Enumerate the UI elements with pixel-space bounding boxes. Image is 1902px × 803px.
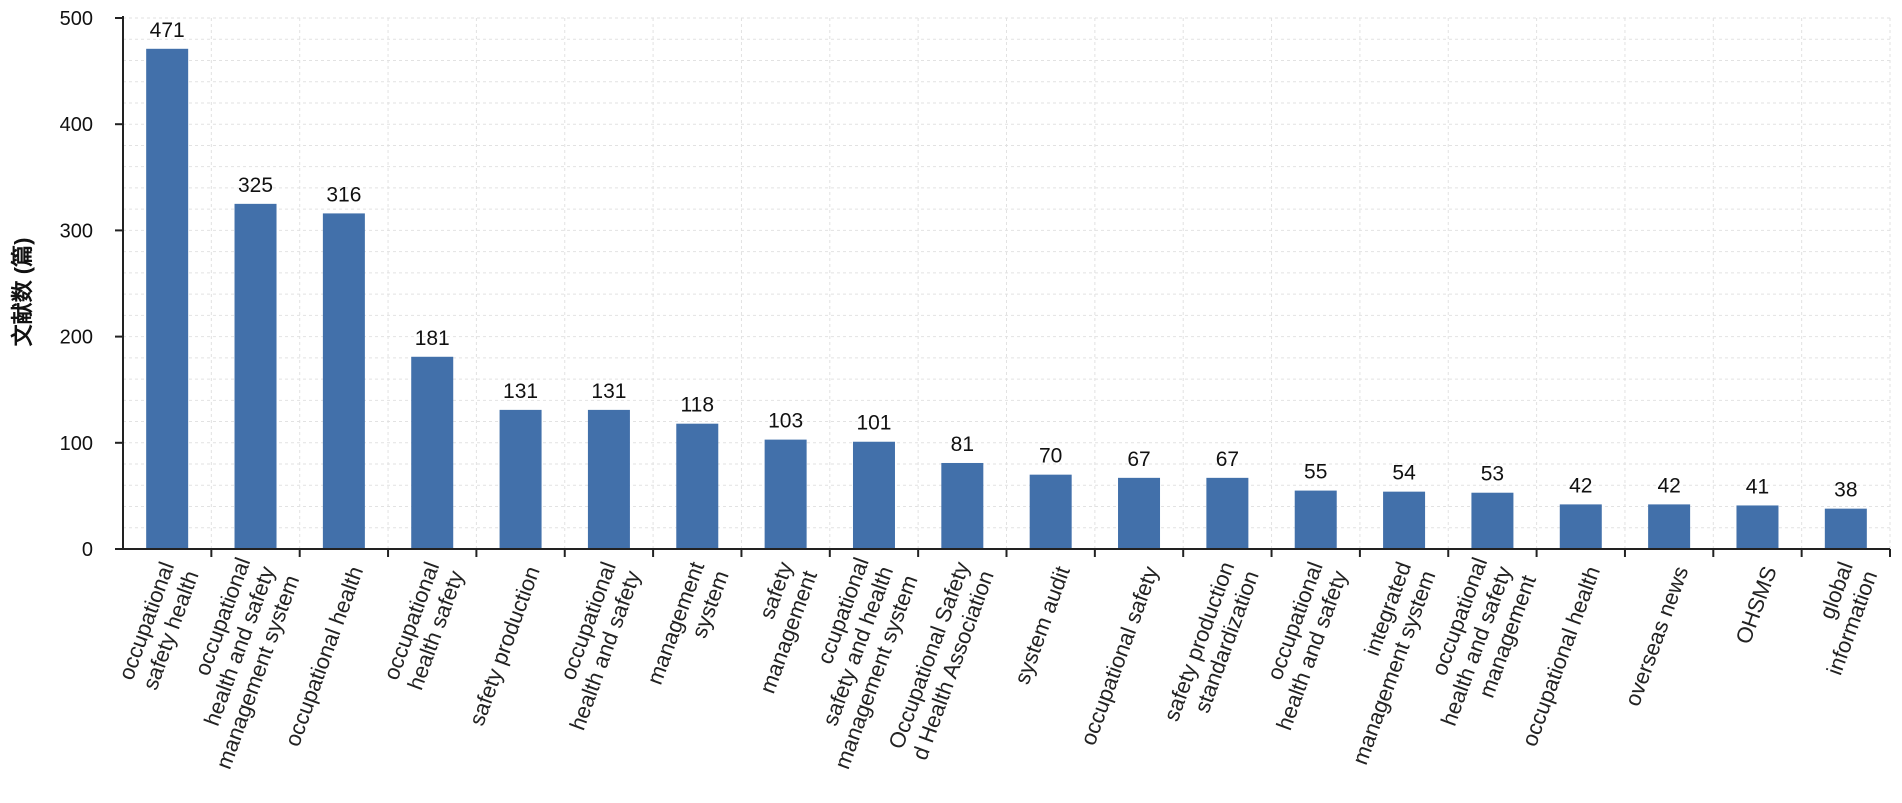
bar [1736,505,1779,549]
data-label: 70 [1039,445,1062,468]
data-label: 81 [951,433,974,456]
bar [1383,491,1426,549]
data-label: 103 [768,410,803,433]
bar [587,409,630,549]
bar [499,409,542,549]
bar [764,439,807,549]
data-label: 42 [1569,474,1592,497]
data-label: 67 [1127,448,1150,471]
data-label: 325 [238,174,273,197]
bar [1824,508,1867,549]
category-label: occupationalhealth and safety [1247,558,1352,733]
bar [234,203,277,549]
bar [1648,504,1691,549]
y-tick-label: 0 [82,539,93,561]
data-label: 181 [415,327,450,350]
data-label: 131 [591,380,626,403]
category-label-line: overseas news [1620,563,1694,709]
grid-lines [123,17,1891,550]
bar [1559,504,1602,549]
data-label: 67 [1216,448,1239,471]
bar [1471,492,1514,549]
data-label: 471 [150,19,185,42]
category-label: system audit [1009,563,1075,688]
bar [1029,474,1072,549]
data-labels: 471 325 316 181 131 131 118 103 101 81 70 67 67 55 54 5… [150,19,1858,502]
data-label: 54 [1392,462,1416,485]
axes [115,16,1891,557]
category-label-line: safety production [464,563,545,729]
x-tick-labels: occupationalsafety health occupationalhea… [113,554,1882,772]
category-label: managementsystem [642,558,734,696]
bar [676,423,719,549]
category-label-line: system audit [1009,563,1075,688]
bar [1206,477,1249,549]
bar [852,441,895,549]
bar [146,48,189,549]
category-label-line: OHSMS [1731,563,1782,647]
category-label-line: occupational safety [1075,563,1163,749]
category-label: overseas news [1620,563,1694,709]
bar [1118,477,1161,549]
category-label: occupational safety [1075,563,1163,749]
category-label: occupationalhealth safety [378,558,469,693]
y-tick-label: 100 [60,433,93,455]
category-label: occupationalsafety health [113,558,204,693]
y-tick-label: 400 [60,114,93,136]
data-label: 101 [856,412,891,435]
data-label: 42 [1657,474,1680,497]
y-tick-label: 200 [60,327,93,349]
bar [1294,490,1337,549]
bar [322,213,365,549]
data-label: 38 [1834,479,1857,502]
category-label: globalinformation [1797,558,1882,678]
y-axis-label: 文献数 (篇) [10,238,35,347]
bar [941,462,984,549]
data-label: 316 [326,183,361,206]
data-label: 55 [1304,461,1327,484]
category-label: safety productionstandardization [1159,558,1264,733]
bars [146,48,1867,549]
data-label: 131 [503,380,538,403]
category-label: OHSMS [1731,563,1782,647]
category-label: occupationalhealth and safety [540,558,645,733]
y-tick-label: 300 [60,220,93,242]
data-label: 53 [1481,463,1504,486]
category-label: safety production [464,563,545,729]
data-label: 118 [681,394,714,417]
category-label: safetymanagement [730,558,822,696]
y-tick-labels: 0 100 200 300 400 500 [60,8,93,561]
y-tick-label: 500 [60,8,93,30]
bar [411,356,454,549]
data-label: 41 [1746,475,1769,498]
